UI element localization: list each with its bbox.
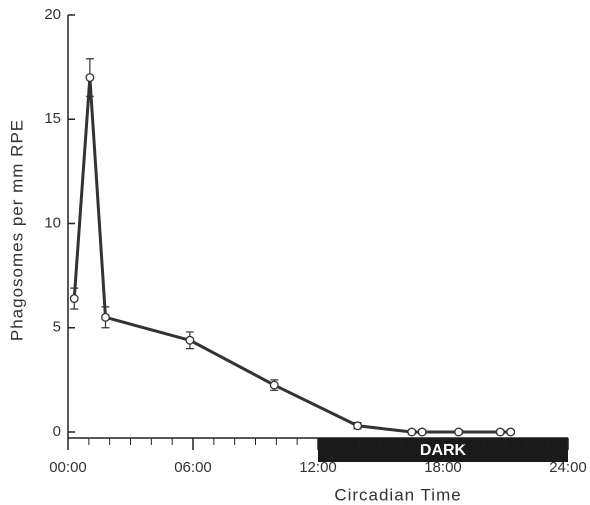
data-point [101, 312, 110, 322]
y-axis-label: Phagosomes per mm RPE [7, 119, 26, 341]
data-point [85, 73, 95, 82]
data-point [353, 421, 363, 431]
x-tick-label: 18:00 [424, 459, 462, 476]
data-point [506, 427, 516, 437]
y-tick-label: 5 [53, 319, 61, 336]
data-point [417, 427, 427, 437]
x-tick-label: 12:00 [299, 459, 337, 476]
y-tick-label: 20 [44, 6, 61, 23]
data-point [185, 335, 195, 345]
data-point [495, 427, 505, 437]
data-point [407, 427, 417, 437]
data-point [69, 294, 79, 304]
y-tick-label: 15 [44, 110, 61, 127]
x-tick-label: 00:00 [49, 459, 87, 476]
y-tick-label: 0 [53, 423, 61, 440]
x-tick-label: 06:00 [174, 459, 212, 476]
data-line [72, 76, 511, 434]
data-point [454, 427, 464, 437]
dark-label: DARK [420, 442, 467, 459]
y-tick-label: 10 [44, 214, 61, 231]
x-axis-label: Circadian Time [334, 485, 461, 504]
data-point [269, 380, 279, 390]
x-tick-label: 24:00 [549, 459, 587, 476]
